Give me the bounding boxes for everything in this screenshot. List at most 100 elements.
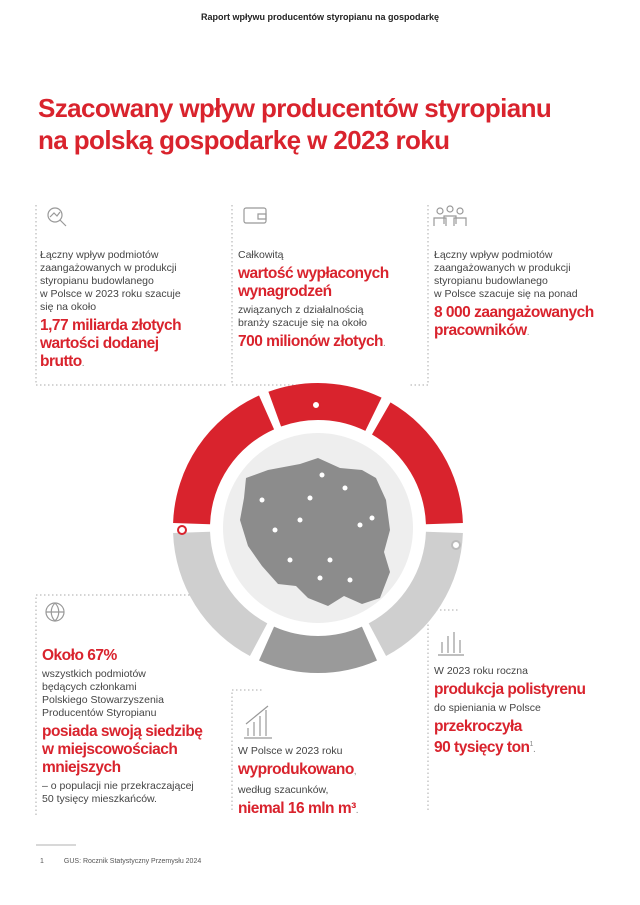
title-line: Szacowany wpływ producentów styropianu	[38, 93, 552, 123]
line-text: niemal 16 mln m³	[238, 800, 356, 817]
text-line: zaangażowanych w produkcji	[40, 262, 230, 275]
line-text: w Polsce w 2023 roku szacuje	[40, 288, 181, 300]
text-section: produkcja polistyrenu	[434, 681, 624, 699]
line-text: Łączny wpływ podmiotów	[40, 249, 159, 261]
line-text: 90 tysięcy ton	[434, 739, 530, 757]
text-section: 1,77 miliarda złotych wartości dodanej bru…	[40, 317, 230, 373]
stat-block: W Polsce w 2023 roku wyprodukowano, według…	[238, 744, 428, 823]
text-section: związanych z działalnością branży szacuje…	[238, 304, 428, 330]
highlight-line: przekroczyła	[434, 718, 624, 736]
ring-segment	[259, 626, 377, 673]
text-line: w Polsce w 2023 roku szacuje	[40, 288, 230, 301]
line-text: styropianu budowlanego	[40, 275, 154, 287]
footnote-ref: 1	[529, 741, 534, 748]
ring-segment	[268, 383, 382, 431]
text-line: Łączny wpływ podmiotów	[40, 249, 230, 262]
line-text: do spieniania w Polsce	[434, 702, 541, 714]
suffix: .	[532, 744, 536, 756]
text-section: Łączny wpływ podmiotów zaangażowanych w p…	[40, 249, 230, 314]
highlight-line: posiada swoją siedzibę	[42, 723, 232, 741]
text-section: wszystkich podmiotów będących członkami Po…	[42, 668, 232, 720]
text-section: niemal 16 mln m³.	[238, 800, 428, 820]
line-text: pracowników	[434, 322, 527, 339]
line-text: W Polsce w 2023 roku	[238, 745, 343, 757]
line-text: 700 milionów złotych	[238, 333, 384, 350]
text-section: W Polsce w 2023 roku	[238, 745, 428, 758]
text-line: styropianu budowlanego	[434, 275, 624, 288]
highlight-line: mniejszych	[42, 759, 232, 777]
text-line: styropianu budowlanego	[40, 275, 230, 288]
text-line: wszystkich podmiotów	[42, 668, 232, 681]
line-text: wszystkich podmiotów	[42, 668, 146, 680]
line-text: wyprodukowano	[238, 761, 354, 778]
text-line: Producentów Styropianu	[42, 707, 232, 720]
line-text: przekroczyła	[434, 718, 522, 735]
line-text: W 2023 roku roczna	[434, 665, 528, 677]
line-text: w Polsce szacuje się na ponad	[434, 288, 578, 300]
text-line: według szacunków,	[238, 784, 428, 797]
text-section: Łączny wpływ podmiotów zaangażowanych w p…	[434, 249, 624, 301]
stat-block: W 2023 roku roczna produkcja polistyrenu d…	[434, 664, 624, 762]
map-poland	[240, 458, 390, 606]
text-line: związanych z działalnością	[238, 304, 428, 317]
footnote-number: 1	[40, 858, 44, 865]
text-line: w Polsce szacuje się na ponad	[434, 288, 624, 301]
ring-node	[311, 400, 321, 410]
ring-node	[177, 525, 187, 535]
suffix: ,	[353, 766, 357, 777]
line-text: Producentów Styropianu	[42, 707, 157, 719]
text-section: W 2023 roku roczna	[434, 665, 624, 678]
line-text: wynagrodzeń	[238, 283, 332, 300]
line-text: Łączny wpływ podmiotów	[434, 249, 553, 261]
highlight-line: 8 000 zaangażowanych	[434, 304, 624, 322]
line-text: styropianu budowlanego	[434, 275, 548, 287]
highlight-line: wyprodukowano,	[238, 761, 428, 781]
text-line: będących członkami	[42, 681, 232, 694]
line-text: branży szacuje się na około	[238, 317, 367, 329]
text-line: 50 tysięcy mieszkańców.	[42, 793, 232, 806]
text-section: wartość wypłaconych wynagrodzeń	[238, 265, 428, 301]
footnote-text: GUS: Rocznik Statystyczny Przemysłu 2024	[63, 858, 202, 865]
highlight-line: wartość wypłaconych	[238, 265, 428, 283]
highlight-line: 90 tysięcy ton1.	[434, 736, 624, 759]
stat-block: Łączny wpływ podmiotów zaangażowanych w p…	[40, 248, 230, 376]
suffix: .	[383, 338, 386, 349]
text-section: przekroczyła 90 tysięcy ton1.	[434, 718, 624, 759]
line-text: wartości dodanej	[40, 335, 159, 352]
line-text: Polskiego Stowarzyszenia	[42, 694, 164, 706]
line-text: – o populacji nie przekraczającej	[42, 780, 194, 792]
text-line: Łączny wpływ podmiotów	[434, 249, 624, 262]
stat-block: Około 67% wszystkich podmiotów będących cz…	[42, 646, 232, 809]
line-text: 50 tysięcy mieszkańców.	[42, 793, 157, 805]
footnote: 1 GUS: Rocznik Statystyczny Przemysłu 202…	[40, 858, 221, 865]
highlight-line: 700 milionów złotych.	[238, 333, 428, 353]
text-section: według szacunków,	[238, 784, 428, 797]
highlight-line: wartości dodanej	[40, 335, 230, 353]
line-text: Około 67%	[42, 647, 117, 664]
line-text: zaangażowanych w produkcji	[40, 262, 177, 274]
text-section: Całkowitą	[238, 249, 428, 262]
text-section: 8 000 zaangażowanych pracowników.	[434, 304, 624, 342]
text-line: Polskiego Stowarzyszenia	[42, 694, 232, 707]
line-text: związanych z działalnością	[238, 304, 364, 316]
highlight-line: produkcja polistyrenu	[434, 681, 624, 699]
text-section: 700 milionów złotych.	[238, 333, 428, 353]
text-line: branży szacuje się na około	[238, 317, 428, 330]
highlight-line: brutto.	[40, 353, 230, 373]
text-section: Około 67%	[42, 647, 232, 665]
suffix: .	[81, 358, 85, 369]
line-text: produkcja polistyrenu	[434, 681, 586, 698]
ring-node	[451, 540, 461, 550]
title-line: na polską gospodarkę w 2023 roku	[38, 125, 450, 155]
icons	[45, 205, 467, 739]
highlight-line: 1,77 miliarda złotych	[40, 317, 230, 335]
text-section: do spieniania w Polsce	[434, 702, 624, 715]
line-text: Całkowitą	[238, 249, 284, 261]
text-line: Całkowitą	[238, 249, 428, 262]
line-text: wartość wypłaconych	[238, 265, 389, 282]
highlight-line: w miejscowościach	[42, 741, 232, 759]
line-text: w miejscowościach	[42, 741, 178, 758]
highlight-line: pracowników.	[434, 322, 624, 342]
